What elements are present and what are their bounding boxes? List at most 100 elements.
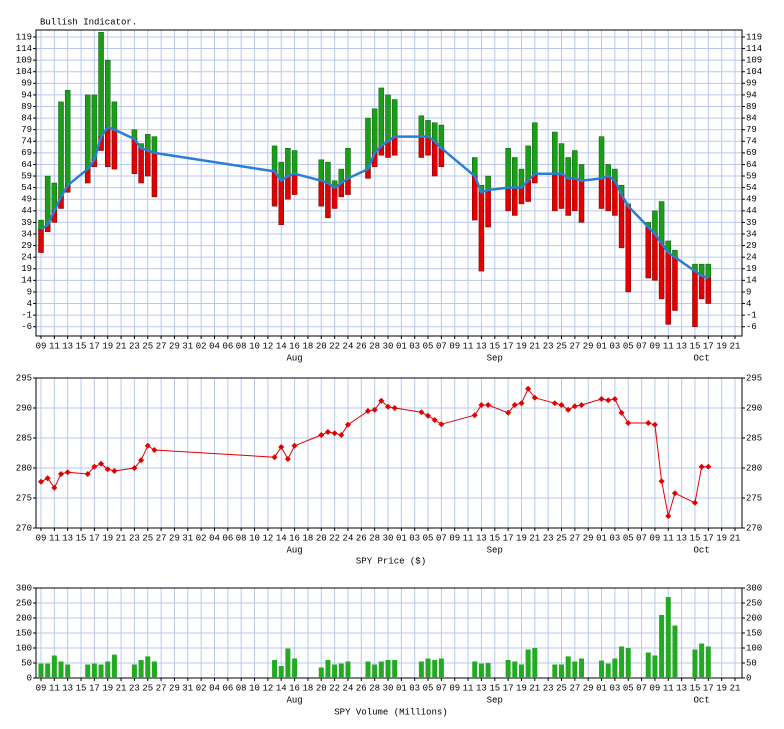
y-tick-label: 39 [21, 218, 32, 228]
price-point [98, 460, 105, 467]
x-tick-label: 15 [489, 683, 500, 693]
volume-bar [478, 663, 484, 678]
x-tick-label: 23 [543, 533, 554, 543]
price-point [331, 430, 338, 437]
bullish-bar [64, 90, 71, 186]
x-tick-label: 19 [716, 341, 727, 351]
volume-bar [552, 664, 558, 678]
plot-frame [35, 29, 743, 337]
x-tick-label: 19 [516, 533, 527, 543]
y-tick-label: 119 [746, 32, 762, 42]
x-tick-label: 19 [102, 683, 113, 693]
x-tick-label: 15 [690, 533, 701, 543]
volume-bar [65, 664, 71, 678]
bearish-bar [145, 150, 151, 177]
price-point [551, 400, 558, 407]
x-tick-label: 07 [436, 533, 447, 543]
x-tick-label: 07 [636, 341, 647, 351]
price-point [58, 471, 65, 477]
price-point [38, 478, 44, 485]
bearish-bar [618, 194, 625, 249]
x-tick-label: 19 [102, 533, 113, 543]
volume-bar [625, 648, 631, 678]
price-point [511, 402, 518, 408]
x-tick-label: 11 [663, 683, 674, 693]
bullish-bar [145, 134, 151, 151]
x-tick-label: 25 [142, 341, 153, 351]
y-tick-label: 69 [746, 148, 757, 158]
bearish-bar [278, 180, 284, 225]
x-tick-label: 11 [663, 341, 674, 351]
bullish-bar [151, 136, 158, 154]
chart-title: SPY Volume (Millions) [334, 707, 447, 717]
price-point [271, 454, 278, 461]
x-tick-label: 15 [489, 341, 500, 351]
x-tick-label: 29 [169, 341, 180, 351]
y-tick-label: 29 [746, 241, 757, 251]
y-tick-label: 104 [746, 67, 762, 77]
bullish-bar [385, 94, 391, 142]
volume-bar [272, 660, 278, 678]
volume-bar [418, 661, 424, 678]
bullish-bar [44, 175, 51, 225]
volume-bar [91, 663, 97, 678]
y-tick-label: 290 [746, 403, 762, 413]
x-tick-label: 31 [182, 341, 193, 351]
price-point [698, 463, 705, 470]
volume-bar [38, 663, 44, 678]
bullish-bar [658, 201, 665, 244]
y-tick-label: 89 [746, 102, 757, 112]
x-tick-label: 14 [276, 533, 287, 543]
x-tick-label: 19 [516, 683, 527, 693]
x-tick-label: 18 [303, 341, 314, 351]
x-tick-label: 21 [116, 341, 127, 351]
y-tick-label: 69 [21, 148, 32, 158]
x-tick-label: 13 [676, 341, 687, 351]
price-point [611, 396, 618, 402]
x-tick-label: 22 [329, 533, 340, 543]
x-tick-label: 01 [596, 533, 607, 543]
bullish-bar [84, 94, 91, 170]
x-tick-label: 02 [196, 341, 207, 351]
bearish-bar [552, 173, 558, 212]
bearish-bar [325, 182, 331, 219]
x-tick-label: 11 [463, 533, 474, 543]
y-tick-label: 79 [746, 125, 757, 135]
volume-bar [392, 660, 398, 678]
y-tick-label: 200 [746, 613, 762, 623]
bearish-bar [705, 277, 712, 304]
x-tick-label: 15 [489, 533, 500, 543]
x-tick-label: 17 [89, 683, 100, 693]
x-tick-label: 22 [329, 341, 340, 351]
price-point [598, 396, 605, 402]
x-tick-label: 27 [156, 683, 167, 693]
x-tick-label: 13 [476, 683, 487, 693]
price-point [291, 442, 298, 449]
volume-bar [365, 661, 371, 678]
y-tick-label: 290 [16, 403, 32, 413]
x-tick-label: 08 [236, 683, 247, 693]
x-tick-label: 17 [89, 533, 100, 543]
volume-bar [579, 658, 585, 678]
bearish-bar [692, 270, 698, 327]
x-tick-label: 27 [569, 533, 580, 543]
price-point [385, 403, 391, 410]
x-tick-label: 21 [730, 683, 741, 693]
x-tick-label: 07 [436, 341, 447, 351]
x-tick-label: 13 [62, 341, 73, 351]
month-label: Oct [694, 545, 710, 555]
x-tick-label: 02 [196, 533, 207, 543]
y-tick-label: 275 [746, 493, 762, 503]
x-tick-label: 01 [396, 533, 407, 543]
bearish-bar [645, 226, 651, 279]
price-point [91, 463, 98, 470]
volume-bar [525, 649, 531, 678]
bearish-bar [578, 180, 585, 223]
y-tick-label: 59 [746, 171, 757, 181]
bearish-bar [625, 205, 631, 293]
x-tick-label: 15 [690, 341, 701, 351]
bearish-bar [291, 173, 298, 195]
x-tick-label: 25 [142, 683, 153, 693]
y-tick-label: 44 [746, 206, 757, 216]
